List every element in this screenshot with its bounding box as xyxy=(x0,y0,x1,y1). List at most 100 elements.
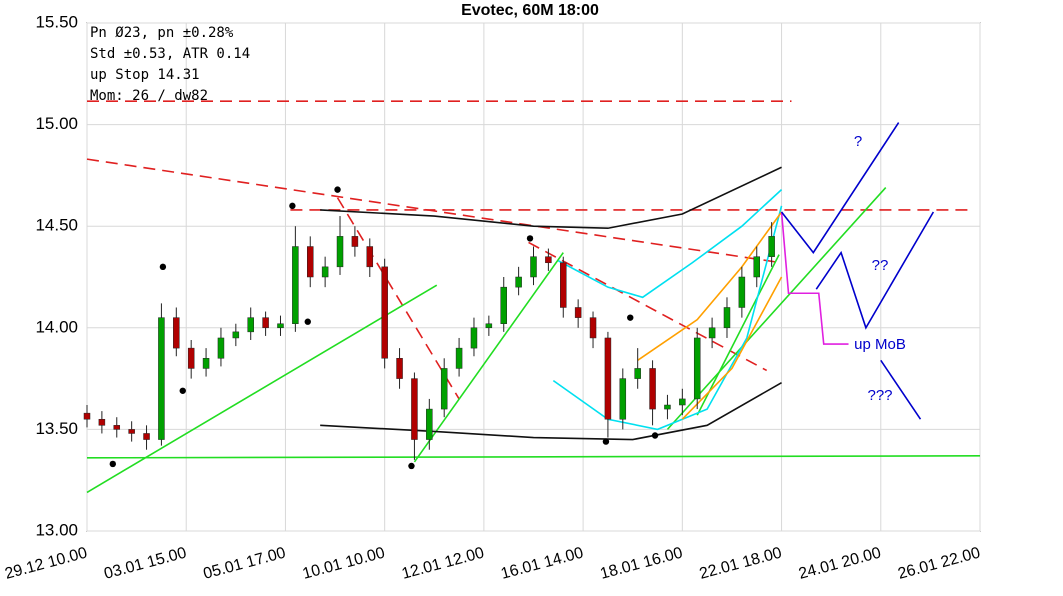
annotation: up MoB xyxy=(854,336,906,353)
x-tick-label: 03.01 15.00 xyxy=(102,544,188,582)
annotation: ? xyxy=(854,133,862,150)
info-line: Mom: 26 / dw82 xyxy=(90,88,208,104)
trend-line xyxy=(815,211,935,330)
candle-body xyxy=(515,276,522,288)
trend-line xyxy=(86,158,782,264)
candle-body xyxy=(247,317,254,333)
pivot-point xyxy=(408,462,415,470)
pivot-point xyxy=(334,186,341,193)
pivot-point xyxy=(109,460,116,468)
trend-line xyxy=(86,455,981,459)
trend-line xyxy=(880,359,922,420)
candle-body xyxy=(649,368,656,410)
x-tick-label: 22.01 18.00 xyxy=(698,544,784,582)
candle-body xyxy=(664,404,671,410)
candle-body xyxy=(381,266,388,359)
pivot-point xyxy=(627,314,634,321)
candle-body xyxy=(262,317,269,329)
candle-body xyxy=(277,323,284,329)
pivot-point xyxy=(602,438,610,445)
candle-body xyxy=(321,266,329,278)
candle-body xyxy=(679,398,686,406)
x-tick-label: 26.01 22.00 xyxy=(896,544,982,582)
candle-body xyxy=(530,256,537,278)
candle-body xyxy=(485,323,493,329)
candle-body xyxy=(292,246,299,324)
pivot-point xyxy=(526,235,534,242)
candle-body xyxy=(470,327,478,349)
trend-line xyxy=(666,187,887,430)
candle-body xyxy=(158,317,165,440)
candle-body xyxy=(366,246,374,268)
chart-title: Evotec, 60M 18:00 xyxy=(461,2,599,19)
candle-body xyxy=(202,358,210,369)
x-tick-label: 12.01 12.00 xyxy=(400,544,486,582)
candle-body xyxy=(604,337,612,420)
trend-line xyxy=(696,254,780,416)
candle-body xyxy=(411,378,418,440)
trend-line xyxy=(780,211,849,345)
candle-body xyxy=(426,408,433,440)
candle-body xyxy=(708,327,716,339)
candle-body xyxy=(768,236,775,257)
x-tick-label: 29.12 10.00 xyxy=(3,544,89,582)
pivot-point xyxy=(651,432,659,439)
candle-body xyxy=(693,337,701,400)
candle-body xyxy=(440,368,448,410)
candle-body xyxy=(589,317,597,339)
candle-body xyxy=(307,246,314,278)
trend-line xyxy=(637,211,783,361)
y-tick-label: 14.50 xyxy=(35,216,78,235)
trend-line xyxy=(681,276,783,420)
trend-line xyxy=(413,252,564,463)
info-line: Std ±0.53, ATR 0.14 xyxy=(90,46,250,62)
x-tick-label: 16.01 14.00 xyxy=(499,544,585,582)
trend-line xyxy=(780,122,900,254)
candle-body xyxy=(723,307,731,329)
candle-body xyxy=(619,378,627,420)
annotation: ??? xyxy=(867,387,892,404)
y-tick-label: 15.50 xyxy=(35,12,78,31)
candle-body xyxy=(560,262,567,308)
pivot-point xyxy=(289,202,296,210)
pivot-point xyxy=(304,318,311,325)
y-tick-label: 15.00 xyxy=(35,114,78,133)
y-tick-label: 14.00 xyxy=(35,317,78,336)
trend-line xyxy=(336,197,460,400)
candle-body xyxy=(753,256,760,278)
candle-body xyxy=(113,425,121,430)
candle-body xyxy=(396,358,403,379)
candle-body xyxy=(351,236,359,247)
y-tick-label: 13.00 xyxy=(35,520,78,539)
candle-body xyxy=(187,347,195,369)
pivot-point xyxy=(179,387,186,394)
trend-line xyxy=(320,166,782,230)
candle-body xyxy=(143,433,150,440)
x-tick-label: 05.01 17.00 xyxy=(202,544,288,582)
candle-body xyxy=(500,286,507,324)
candle-body xyxy=(173,317,180,349)
candle-body xyxy=(634,368,641,379)
x-tick-label: 24.01 20.00 xyxy=(797,544,883,582)
candle-body xyxy=(232,331,240,339)
candle-body xyxy=(83,412,91,420)
candle-body xyxy=(545,256,552,264)
candle-body xyxy=(128,429,135,434)
candle-body xyxy=(98,418,106,426)
x-tick-label: 10.01 10.00 xyxy=(301,544,387,582)
candle-body xyxy=(574,307,582,318)
trend-line xyxy=(557,189,783,299)
info-line: up Stop 14.31 xyxy=(90,67,200,83)
candle-body xyxy=(455,347,463,369)
pivot-point xyxy=(159,263,167,271)
info-line: Pn Ø23, pn ±0.28% xyxy=(90,25,234,41)
candle-body xyxy=(217,337,225,359)
candle-body xyxy=(336,236,344,268)
y-tick-label: 13.50 xyxy=(35,419,78,438)
annotation: ?? xyxy=(872,257,889,274)
trend-line xyxy=(528,241,768,372)
x-tick-label: 18.01 16.00 xyxy=(598,544,684,582)
candle-body xyxy=(738,276,746,308)
